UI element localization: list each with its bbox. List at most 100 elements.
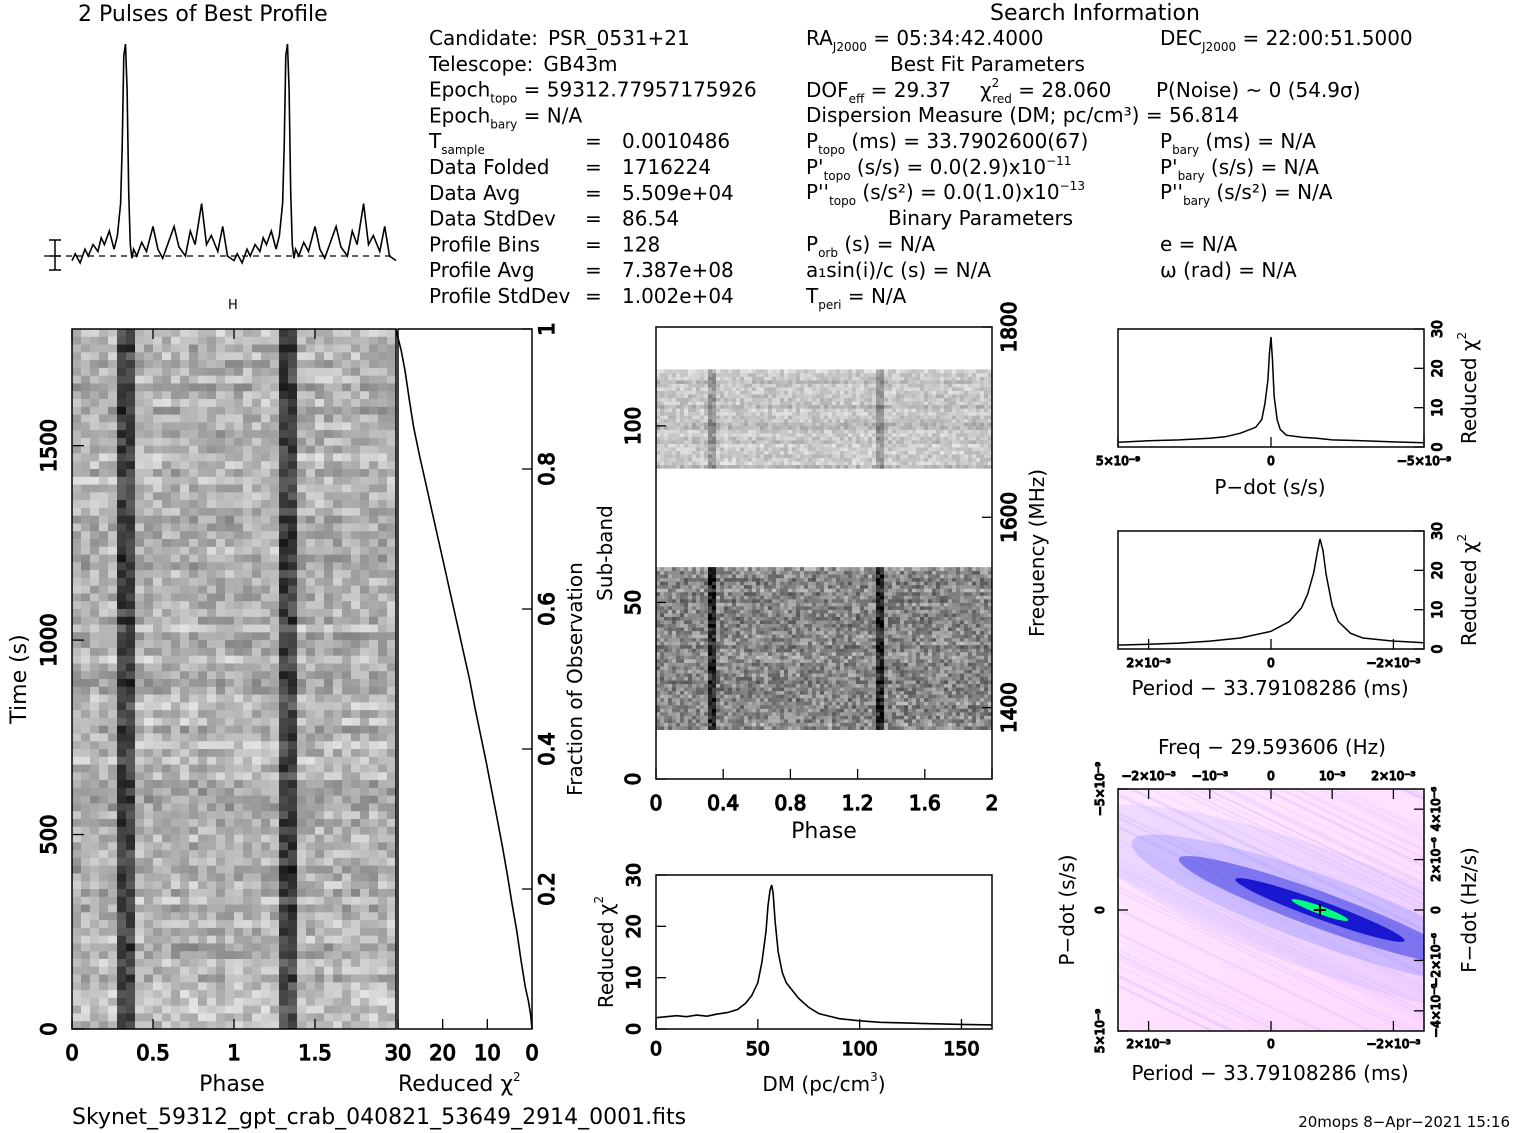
time-phase-cell	[324, 842, 334, 851]
time-phase-cell	[135, 453, 145, 462]
subband-cell	[832, 718, 837, 723]
time-phase-cell	[261, 647, 271, 657]
time-phase-cell	[378, 850, 388, 859]
subband-cell	[932, 718, 937, 723]
subband-cell	[752, 669, 757, 674]
subband-cell	[728, 704, 733, 709]
time-phase-cell	[207, 523, 217, 532]
subband-cell	[900, 680, 905, 685]
time-phase-cell	[207, 585, 217, 594]
time-phase-cell	[225, 585, 235, 594]
subband-cell	[712, 687, 717, 692]
time-phase-cell	[153, 640, 163, 649]
time-phase-cell	[135, 515, 145, 524]
time-phase-cell	[252, 850, 262, 859]
time-phase-cell	[216, 795, 226, 804]
time-phase-cell	[288, 360, 298, 369]
time-phase-cell	[360, 375, 370, 384]
time-phase-cell	[144, 554, 154, 563]
time-phase-cell	[153, 772, 163, 781]
time-phase-cell	[288, 920, 298, 929]
time-phase-cell	[171, 803, 181, 812]
time-phase-cell	[297, 741, 307, 750]
time-phase-cell	[144, 663, 154, 672]
time-phase-cell	[216, 352, 226, 361]
subband-cell	[780, 697, 785, 702]
time-phase-cell	[189, 912, 199, 921]
time-phase-cell	[198, 966, 208, 975]
subband-cell	[816, 704, 821, 709]
subband-cell	[804, 715, 809, 720]
subband-cell	[688, 701, 693, 706]
time-phase-cell	[333, 857, 343, 867]
time-phase-cell	[306, 694, 316, 703]
time-phase-cell	[180, 795, 190, 804]
time-phase-cell	[342, 640, 352, 649]
time-phase-cell	[144, 492, 154, 501]
time-phase-cell	[126, 959, 136, 968]
time-phase-cell	[315, 834, 325, 843]
subband-cell	[752, 687, 757, 692]
time-phase-cell	[90, 826, 100, 835]
subband-cell	[876, 722, 881, 727]
subband-cell	[932, 690, 937, 695]
time-phase-cell	[207, 616, 217, 625]
subband-cell	[984, 694, 989, 699]
time-phase-cell	[351, 710, 361, 719]
time-phase-cell	[261, 445, 271, 454]
subband-cell	[760, 687, 765, 692]
time-phase-cell	[306, 624, 316, 633]
time-phase-cell	[162, 865, 172, 874]
subband-cell	[968, 676, 973, 681]
subband-cell	[756, 704, 761, 709]
time-phase-cell	[234, 469, 244, 478]
subband-cell	[884, 666, 889, 670]
time-phase-cell	[288, 391, 298, 400]
time-phase-cell	[117, 663, 127, 672]
time-phase-cell	[243, 889, 253, 898]
time-phase-cell	[261, 609, 271, 618]
time-phase-cell	[342, 717, 352, 727]
subband-cell	[684, 704, 689, 709]
time-phase-cell	[216, 570, 226, 579]
subband-cell	[720, 662, 725, 667]
subband-cell	[956, 726, 961, 730]
time-phase-cell	[369, 507, 379, 517]
subband-cell	[904, 697, 909, 702]
subband-cell	[684, 715, 689, 720]
subband-cell	[832, 701, 837, 706]
time-phase-cell	[243, 414, 253, 423]
subband-cell	[728, 662, 733, 667]
time-phase-cell	[342, 414, 352, 423]
time-phase-cell	[387, 624, 397, 633]
time-phase-cell	[369, 500, 379, 509]
time-phase-cell	[234, 686, 244, 695]
time-phase-cell	[261, 360, 271, 369]
time-phase-cell	[378, 647, 388, 657]
time-phase-cell	[360, 422, 370, 431]
subband-cell	[892, 669, 897, 674]
time-phase-cell	[351, 819, 361, 828]
time-phase-cell	[297, 920, 307, 929]
time-phase-cell	[108, 632, 118, 641]
time-phase-cell	[288, 943, 298, 952]
time-phase-cell	[378, 990, 388, 999]
time-phase-cell	[279, 577, 289, 587]
subband-cell	[672, 676, 677, 681]
time-phase-cell	[198, 857, 208, 867]
subband-cell	[764, 680, 769, 685]
subband-cell	[932, 722, 937, 727]
subband-cell	[744, 715, 749, 720]
time-phase-cell	[252, 764, 262, 773]
time-phase-cell	[252, 772, 262, 781]
time-phase-cell	[180, 414, 190, 423]
subband-cell	[772, 722, 777, 727]
time-phase-cell	[99, 749, 109, 758]
subband-cell	[660, 715, 665, 720]
time-phase-cell	[324, 702, 334, 711]
time-phase-cell	[369, 624, 379, 633]
time-phase-cell	[126, 1005, 136, 1014]
time-phase-cell	[333, 834, 343, 843]
subband-cell	[668, 687, 673, 692]
time-phase-cell	[207, 422, 217, 431]
